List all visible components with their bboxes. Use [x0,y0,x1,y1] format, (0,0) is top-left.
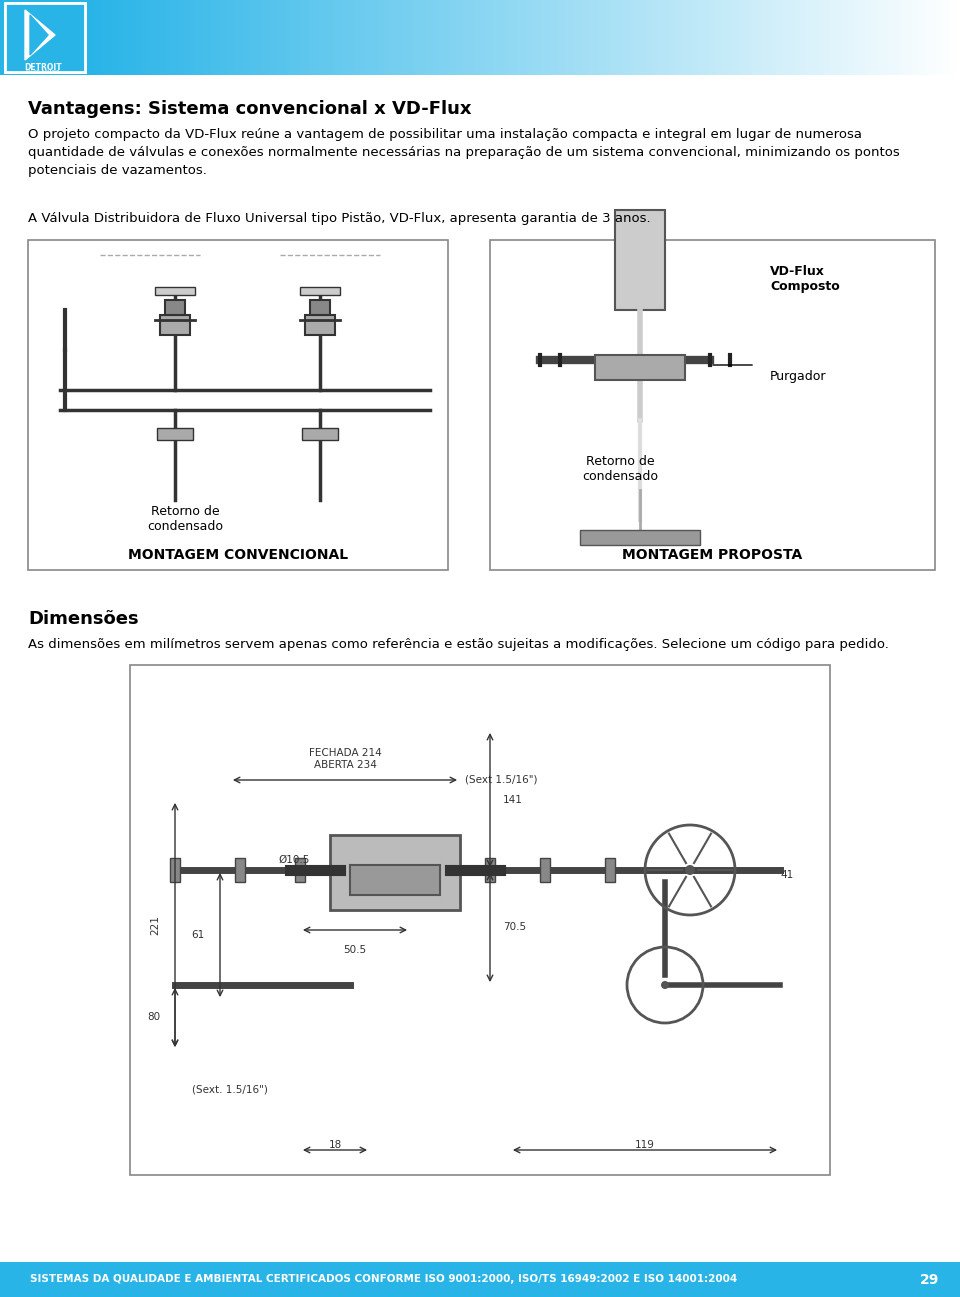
Text: SISTEMAS DA QUALIDADE E AMBIENTAL CERTIFICADOS CONFORME ISO 9001:2000, ISO/TS 16: SISTEMAS DA QUALIDADE E AMBIENTAL CERTIF… [30,1275,737,1284]
Circle shape [685,865,695,875]
Text: FLUID POWER: FLUID POWER [26,70,60,74]
Bar [605,859,615,882]
Bar [235,859,245,882]
Text: O projeto compacto da VD-Flux reúne a vantagem de possibilitar uma instalação co: O projeto compacto da VD-Flux reúne a va… [28,128,900,176]
Text: DETROIT: DETROIT [24,62,61,71]
Bar [295,859,305,882]
Text: 80: 80 [147,1012,160,1022]
Bar [580,530,700,545]
Bar [300,287,340,294]
Text: 18: 18 [328,1140,342,1150]
Text: Dimensões: Dimensões [28,610,138,628]
Text: VÁLVULAS: VÁLVULAS [120,27,247,47]
Bar [0,0,960,75]
Bar [5,3,85,73]
Text: MONTAGEM PROPOSTA: MONTAGEM PROPOSTA [622,549,803,562]
Text: Retorno de
condensado: Retorno de condensado [147,505,223,533]
Bar [350,865,440,895]
Polygon shape [25,10,55,60]
Bar [302,428,338,440]
Bar [485,859,495,882]
Text: 41: 41 [780,870,793,879]
Bar [330,835,460,910]
Bar [165,300,185,315]
Bar [615,210,665,310]
Text: 29: 29 [921,1272,940,1287]
Circle shape [661,981,669,990]
Text: A Válvula Distribuidora de Fluxo Universal tipo Pistão, VD-Flux, apresenta garan: A Válvula Distribuidora de Fluxo Univers… [28,211,651,224]
Bar [130,665,830,1175]
Text: 50.5: 50.5 [344,946,367,955]
Bar [305,315,335,335]
Bar [157,428,193,440]
Bar [310,300,330,315]
Text: (Sext 1.5/16"): (Sext 1.5/16") [465,776,538,785]
Bar [170,859,180,882]
Text: 119: 119 [636,1140,655,1150]
Text: 141: 141 [503,795,523,805]
Bar [540,859,550,882]
Text: 61: 61 [192,930,205,940]
Text: Vantagens: Sistema convencional x VD-Flux: Vantagens: Sistema convencional x VD-Flu… [28,100,471,118]
Text: 70.5: 70.5 [503,922,526,933]
Text: MONTAGEM CONVENCIONAL: MONTAGEM CONVENCIONAL [128,549,348,562]
Polygon shape [30,16,48,54]
Text: Retorno de
condensado: Retorno de condensado [582,455,658,482]
Bar [490,240,935,569]
Text: As dimensões em milímetros servem apenas como referência e estão sujeitas a modi: As dimensões em milímetros servem apenas… [28,638,889,651]
Text: VD-Flux
Composto: VD-Flux Composto [770,265,840,293]
Bar [28,240,448,569]
Text: (Sext. 1.5/16"): (Sext. 1.5/16") [192,1086,268,1095]
Bar [0,1262,960,1297]
Bar [5,3,85,73]
Bar [155,287,195,294]
Text: Ø10.5: Ø10.5 [278,855,310,865]
Bar [595,355,685,380]
Text: FECHADA 214
ABERTA 234: FECHADA 214 ABERTA 234 [308,748,381,770]
Text: Purgador: Purgador [770,370,827,383]
Bar [160,315,190,335]
Text: 221: 221 [150,916,160,935]
